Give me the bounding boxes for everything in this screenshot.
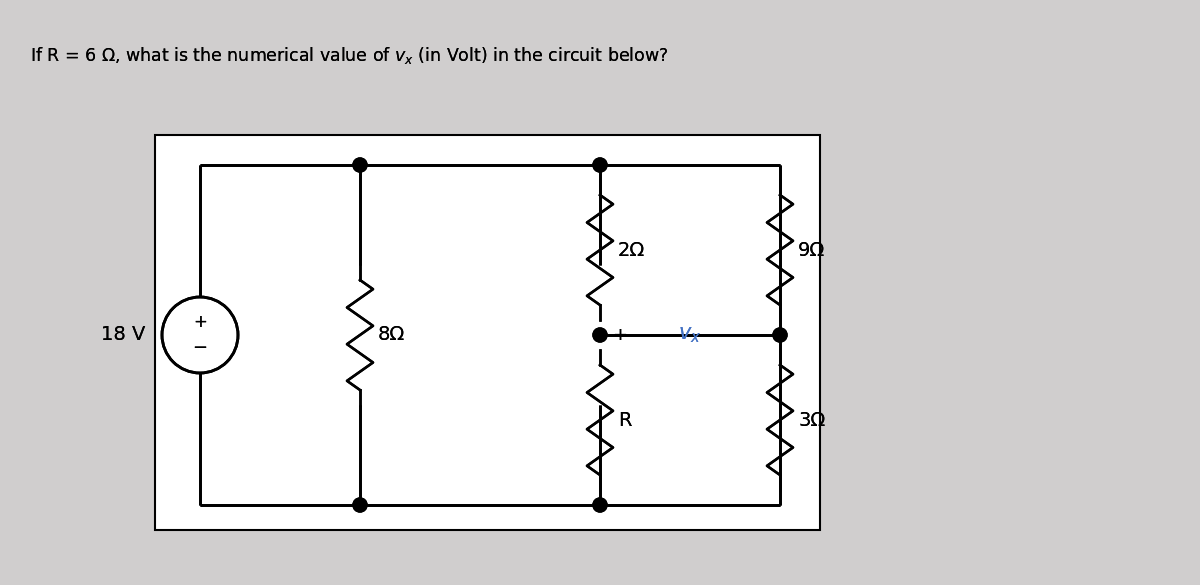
Circle shape xyxy=(773,328,787,342)
Text: 2Ω: 2Ω xyxy=(618,240,646,260)
Text: −: − xyxy=(751,325,768,345)
Circle shape xyxy=(593,498,607,512)
Text: 18 V: 18 V xyxy=(101,325,145,345)
Circle shape xyxy=(593,158,607,172)
Circle shape xyxy=(773,328,787,342)
Text: R: R xyxy=(618,411,631,429)
FancyBboxPatch shape xyxy=(155,135,820,530)
Text: 9Ω: 9Ω xyxy=(798,240,826,260)
Circle shape xyxy=(353,498,367,512)
Text: 8Ω: 8Ω xyxy=(378,325,406,345)
Text: If R = 6 $\Omega$, what is the numerical value of $v_x$ (in Volt) in the circuit: If R = 6 $\Omega$, what is the numerical… xyxy=(30,45,668,66)
Text: +: + xyxy=(193,313,206,331)
Text: +: + xyxy=(612,326,628,344)
Text: 3Ω: 3Ω xyxy=(798,411,826,429)
Text: $v_x$: $v_x$ xyxy=(678,325,702,345)
Circle shape xyxy=(593,498,607,512)
Text: +: + xyxy=(612,326,628,344)
Text: R: R xyxy=(618,411,631,429)
Text: 8Ω: 8Ω xyxy=(378,325,406,345)
Text: −: − xyxy=(751,325,768,345)
Text: −: − xyxy=(192,339,208,357)
Text: If R = 6 $\Omega$, what is the numerical value of $v_x$ (in Volt) in the circuit: If R = 6 $\Omega$, what is the numerical… xyxy=(30,45,668,66)
Circle shape xyxy=(593,158,607,172)
Circle shape xyxy=(593,328,607,342)
Text: 3Ω: 3Ω xyxy=(798,411,826,429)
Text: −: − xyxy=(192,339,208,357)
Text: 9Ω: 9Ω xyxy=(798,240,826,260)
Circle shape xyxy=(353,158,367,172)
Circle shape xyxy=(353,498,367,512)
Text: $v_x$: $v_x$ xyxy=(678,325,702,345)
Circle shape xyxy=(593,328,607,342)
Text: +: + xyxy=(193,313,206,331)
Text: 2Ω: 2Ω xyxy=(618,240,646,260)
Text: 18 V: 18 V xyxy=(101,325,145,345)
Circle shape xyxy=(353,158,367,172)
